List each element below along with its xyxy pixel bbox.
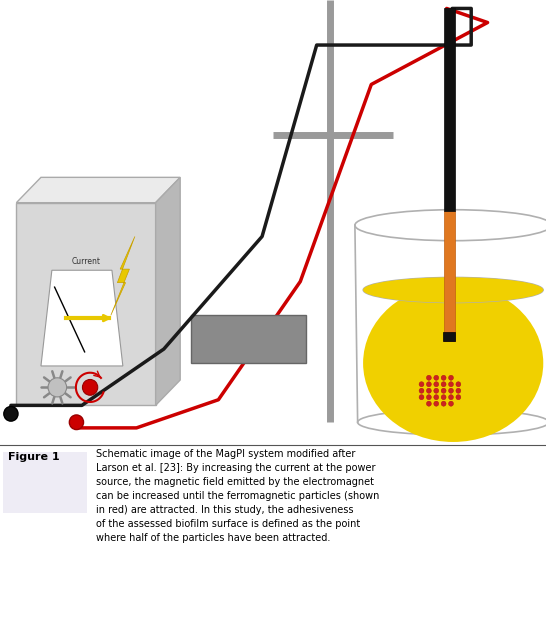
Circle shape (449, 401, 454, 406)
Circle shape (434, 395, 439, 400)
Circle shape (48, 378, 67, 397)
Circle shape (441, 388, 446, 393)
Circle shape (82, 379, 98, 395)
Polygon shape (111, 236, 135, 315)
Circle shape (426, 395, 431, 400)
Ellipse shape (363, 284, 543, 442)
Polygon shape (16, 202, 156, 405)
Circle shape (434, 382, 439, 387)
Bar (443, 332, 455, 341)
Circle shape (441, 375, 446, 380)
Circle shape (4, 407, 18, 421)
Text: Current: Current (72, 257, 101, 267)
Circle shape (419, 388, 424, 393)
Circle shape (449, 382, 454, 387)
Circle shape (449, 388, 454, 393)
Circle shape (449, 375, 454, 380)
Circle shape (434, 388, 439, 393)
Circle shape (69, 415, 84, 429)
Polygon shape (156, 177, 180, 405)
Circle shape (419, 382, 424, 387)
Circle shape (426, 388, 431, 393)
Circle shape (441, 382, 446, 387)
Circle shape (419, 395, 424, 400)
Circle shape (449, 395, 454, 400)
Circle shape (426, 375, 431, 380)
Circle shape (441, 401, 446, 406)
Bar (3, 452, 87, 513)
Ellipse shape (363, 277, 543, 302)
Bar (444, 211, 455, 341)
Circle shape (434, 375, 439, 380)
Circle shape (456, 395, 461, 400)
Circle shape (434, 401, 439, 406)
Bar (444, 9, 455, 211)
Circle shape (456, 388, 461, 393)
Circle shape (426, 401, 431, 406)
Polygon shape (16, 177, 180, 202)
Text: Figure 1: Figure 1 (8, 452, 60, 462)
Bar (191, 315, 306, 363)
Polygon shape (41, 270, 123, 366)
Circle shape (456, 382, 461, 387)
Text: Schematic image of the MagPI system modified after
Larson et al. [23]: By increa: Schematic image of the MagPI system modi… (96, 449, 379, 542)
Circle shape (441, 395, 446, 400)
Circle shape (426, 382, 431, 387)
